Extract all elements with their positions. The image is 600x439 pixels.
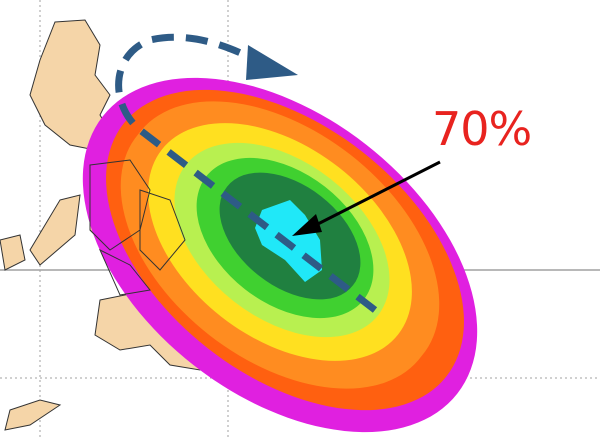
pointer-arrow-icon bbox=[292, 160, 441, 236]
track-arrowhead bbox=[246, 45, 298, 80]
dashed-track-arrow-icon bbox=[115, 33, 378, 313]
probability-label: 70% bbox=[432, 102, 532, 156]
land-outlines-over bbox=[89, 159, 186, 296]
